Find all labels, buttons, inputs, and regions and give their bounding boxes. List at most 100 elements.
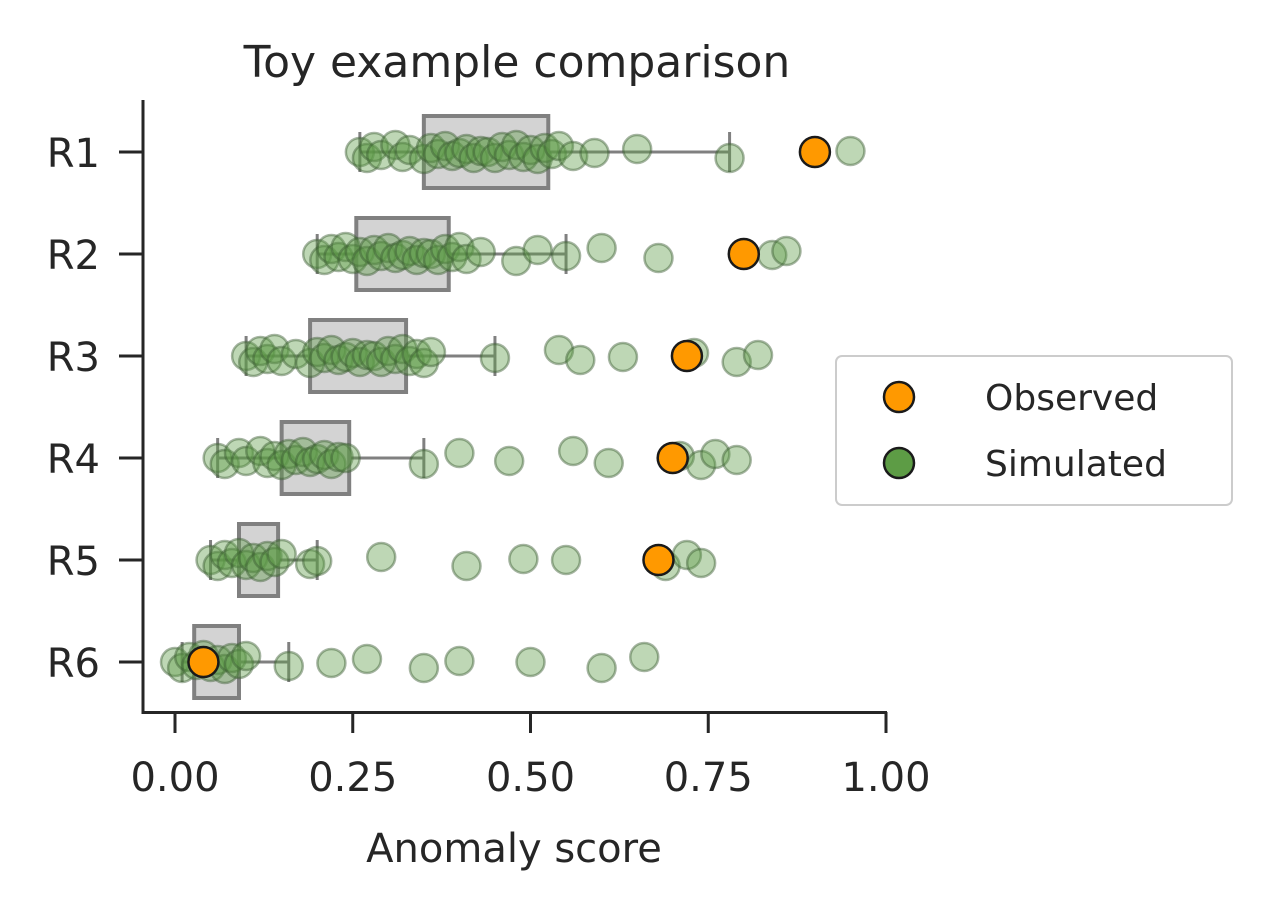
box-r5 xyxy=(236,522,281,598)
simulated-point-r3 xyxy=(344,346,376,378)
simulated-point-r5 xyxy=(301,545,333,577)
y-tick-label-r5: R5 xyxy=(47,539,100,585)
simulated-point-r4 xyxy=(230,445,262,477)
simulated-point-r2 xyxy=(429,233,461,265)
simulated-point-r4 xyxy=(273,438,305,470)
simulated-point-r2 xyxy=(771,235,802,267)
simulated-point-r3 xyxy=(394,345,425,377)
simulated-point-r6 xyxy=(316,647,347,679)
simulated-point-r2 xyxy=(316,233,347,265)
simulated-point-r3 xyxy=(330,341,361,373)
legend-frame xyxy=(835,355,1233,506)
box-r3 xyxy=(308,318,409,394)
simulated-point-r4 xyxy=(287,436,319,468)
simulated-point-r1 xyxy=(358,131,390,163)
simulated-point-r3 xyxy=(607,341,639,373)
simulated-point-r2 xyxy=(394,235,425,267)
simulated-point-r4 xyxy=(444,437,475,469)
legend-observed-marker xyxy=(882,380,916,414)
simulated-point-r1 xyxy=(508,141,539,173)
simulated-point-r1 xyxy=(493,139,525,171)
simulated-point-r5 xyxy=(685,547,717,579)
box-r2 xyxy=(354,216,451,292)
simulated-point-r1 xyxy=(344,136,376,168)
simulated-point-r1 xyxy=(422,138,454,170)
simulated-point-r1 xyxy=(714,142,745,174)
x-tick-label-2: 0.50 xyxy=(486,755,575,801)
simulated-point-r6 xyxy=(515,646,546,678)
simulated-point-r3 xyxy=(294,347,326,379)
y-tick-label-r1: R1 xyxy=(47,131,100,177)
simulated-point-r1 xyxy=(529,132,560,164)
simulated-point-r4 xyxy=(259,440,290,472)
simulated-point-r4 xyxy=(266,449,297,481)
simulated-point-r4 xyxy=(700,438,731,470)
simulated-point-r5 xyxy=(259,546,290,578)
simulated-point-r1 xyxy=(486,131,518,163)
box-r1 xyxy=(421,114,551,190)
simulated-point-r1 xyxy=(380,129,411,161)
simulated-point-r3 xyxy=(358,340,390,372)
observed-point-r1 xyxy=(798,135,832,169)
simulated-point-r1 xyxy=(621,133,653,165)
simulated-point-r2 xyxy=(337,243,368,275)
simulated-point-r3 xyxy=(479,342,511,374)
simulated-point-r5 xyxy=(230,549,262,581)
simulated-point-r4 xyxy=(330,442,361,474)
y-tick-label-r3: R3 xyxy=(47,335,100,381)
simulated-point-r3 xyxy=(365,346,397,378)
simulated-point-r2 xyxy=(643,242,674,274)
simulated-point-r3 xyxy=(351,339,383,371)
simulated-point-r6 xyxy=(273,650,305,682)
simulated-point-r4 xyxy=(593,447,624,479)
simulated-point-r5 xyxy=(365,541,397,573)
simulated-point-r5 xyxy=(216,547,248,579)
simulated-point-r4 xyxy=(202,442,233,474)
simulated-point-r2 xyxy=(465,236,496,268)
x-tick-label-3: 0.75 xyxy=(664,755,753,801)
y-axis-ticks: R1 R2 R3 R4 R5 R6 xyxy=(47,131,143,687)
legend-simulated-label: Simulated xyxy=(985,444,1167,485)
simulated-point-r3 xyxy=(415,336,447,368)
simulated-point-r3 xyxy=(252,343,283,375)
simulated-point-r1 xyxy=(451,133,482,165)
simulated-point-r2 xyxy=(351,245,383,277)
simulated-point-r1 xyxy=(444,137,475,169)
simulated-point-r3 xyxy=(721,346,752,378)
simulated-point-r3 xyxy=(742,339,774,371)
legend-observed-label: Observed xyxy=(985,378,1158,419)
box-r4 xyxy=(279,420,352,496)
box-layer xyxy=(180,114,732,700)
simulated-point-r2 xyxy=(365,240,397,272)
simulated-point-r1 xyxy=(394,134,425,166)
simulated-point-r1 xyxy=(408,143,440,175)
simulated-point-r3 xyxy=(543,334,575,366)
simulated-point-r1 xyxy=(458,142,489,174)
simulated-point-r2 xyxy=(422,244,454,276)
x-tick-label-0: 0.00 xyxy=(130,755,219,801)
simulated-point-r4 xyxy=(280,444,312,476)
simulated-point-r4 xyxy=(301,443,333,475)
simulated-point-r6 xyxy=(223,648,255,680)
simulated-point-r6 xyxy=(629,641,660,673)
simulated-point-r6 xyxy=(351,643,383,675)
y-tick-label-r6: R6 xyxy=(47,641,100,687)
simulated-point-r2 xyxy=(501,245,532,277)
simulated-point-r4 xyxy=(408,448,440,480)
simulated-point-r3 xyxy=(245,335,276,367)
simulated-point-r3 xyxy=(387,333,418,365)
simulated-point-r2 xyxy=(323,241,354,273)
simulated-point-r1 xyxy=(522,143,553,175)
x-axis-label: Anomaly score xyxy=(366,826,662,872)
simulated-point-r2 xyxy=(373,232,404,264)
simulated-point-r2 xyxy=(444,231,475,263)
simulated-point-r1 xyxy=(365,139,397,171)
simulated-point-r1 xyxy=(465,135,496,167)
simulated-point-r6 xyxy=(586,652,617,684)
simulated-point-r5 xyxy=(550,544,582,576)
simulated-point-r4 xyxy=(309,439,340,471)
simulated-point-r3 xyxy=(408,347,440,379)
simulated-point-r3 xyxy=(316,334,347,366)
simulated-point-r3 xyxy=(237,346,269,378)
simulated-point-r3 xyxy=(323,344,354,376)
